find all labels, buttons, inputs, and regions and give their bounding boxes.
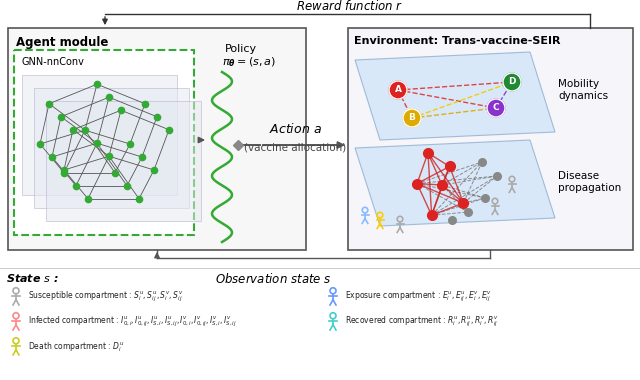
Circle shape [487, 99, 505, 117]
Text: Infected compartment : $I_{0,i}^u, I_{0,ij}^u, I_{S,i}^u, I_{S,ij}^u, I_{0,i}^v,: Infected compartment : $I_{0,i}^u, I_{0,… [28, 315, 237, 329]
Text: D: D [508, 78, 516, 87]
Text: GNN-nnConv: GNN-nnConv [22, 57, 85, 67]
Text: Action $a$: Action $a$ [269, 122, 321, 136]
FancyBboxPatch shape [14, 50, 194, 235]
Text: Susceptible compartment : $S_i^u, S_{ij}^u, S_i^v, S_{ij}^v$: Susceptible compartment : $S_i^u, S_{ij}… [28, 290, 184, 304]
FancyBboxPatch shape [22, 75, 177, 195]
Text: State $s$ :: State $s$ : [6, 272, 59, 284]
FancyBboxPatch shape [8, 28, 306, 250]
Text: Agent module: Agent module [16, 36, 108, 49]
Polygon shape [355, 140, 555, 226]
Text: Mobility
dynamics: Mobility dynamics [558, 79, 608, 101]
Text: Policy: Policy [225, 44, 257, 54]
FancyBboxPatch shape [46, 101, 201, 221]
Text: Observation state $s$: Observation state $s$ [215, 272, 332, 286]
Text: A: A [394, 86, 401, 95]
FancyBboxPatch shape [348, 28, 633, 250]
Circle shape [503, 73, 521, 91]
Polygon shape [355, 52, 555, 140]
Text: Reward function $r$: Reward function $r$ [296, 0, 404, 13]
Text: $\pi_{\boldsymbol{\theta}} = (s, a)$: $\pi_{\boldsymbol{\theta}} = (s, a)$ [222, 55, 276, 69]
Text: Disease
propagation: Disease propagation [558, 171, 621, 193]
Text: C: C [493, 103, 499, 112]
Text: (vaccine allocation): (vaccine allocation) [244, 142, 346, 152]
Text: Environment: Trans-vaccine-SEIR: Environment: Trans-vaccine-SEIR [354, 36, 561, 46]
FancyBboxPatch shape [34, 88, 189, 208]
Text: Death compartment : $D_i^{u}$: Death compartment : $D_i^{u}$ [28, 340, 125, 354]
Text: Recovered compartment : $R_i^u, R_{ij}^u, R_i^v, R_{ij}^v$: Recovered compartment : $R_i^u, R_{ij}^u… [345, 315, 499, 329]
Text: Exposure compartment : $E_i^u, E_{ij}^u, E_i^v, E_{ij}^v$: Exposure compartment : $E_i^u, E_{ij}^u,… [345, 290, 492, 304]
Circle shape [389, 81, 407, 99]
Text: B: B [408, 114, 415, 122]
Circle shape [403, 109, 421, 127]
